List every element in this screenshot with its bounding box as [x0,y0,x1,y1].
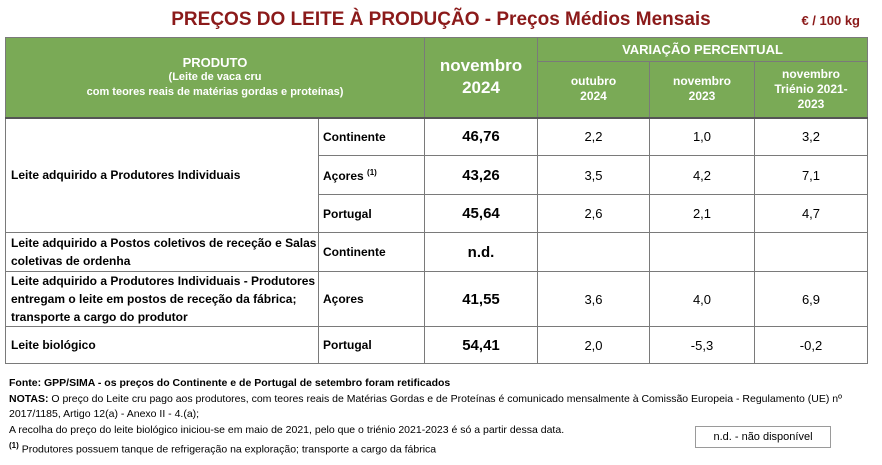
header-produto-sub1: (Leite de vaca cru [168,70,262,83]
variation-value [649,232,755,272]
variation-value: 3,5 [537,155,650,195]
product-label: Leite adquirido a Postos coletivos de re… [5,232,319,272]
header-month: novembro 2024 [424,37,538,118]
notes-line: NOTAS: O preço do Leite cru pago aos pro… [9,392,869,423]
table-row: Açores (1) 43,26 3,5 4,2 7,1 [6,155,868,195]
variation-value [754,232,868,272]
variation-value: -5,3 [649,326,755,364]
price-value: 45,64 [424,194,538,233]
price-value: 46,76 [424,116,538,156]
bio-note: A recolha do preço do leite biológico in… [9,423,565,436]
variation-value: 2,2 [537,116,650,156]
source-note: - os preços do Continente e de Portugal … [94,377,451,389]
header-col3-line3: 2023 [797,96,825,111]
nd-legend: n.d. - não disponível [695,426,831,448]
header-col2-line2: 2023 [688,89,716,104]
source-label: Fonte: GPP/SIMA [9,377,95,389]
header-produto-sub2: com teores reais de matérias gordas e pr… [86,85,344,98]
region-label: Açores (1) [318,155,425,195]
header-col-novembro: novembro 2023 [649,61,755,118]
header-produto: PRODUTO (Leite de vaca cru com teores re… [5,37,425,118]
price-table: PRODUTO (Leite de vaca cru com teores re… [5,37,868,364]
variation-value: 4,2 [649,155,755,195]
header-variation: VARIAÇÃO PERCENTUAL [537,37,868,62]
header-col-trienio: novembro Triénio 2021- 2023 [754,61,868,118]
variation-value: 6,9 [754,271,868,327]
source-line: Fonte: GPP/SIMA - os preços do Continent… [9,376,869,392]
table-row: Leite biológico Portugal 54,41 2,0 -5,3 … [5,326,868,364]
price-value: 41,55 [424,271,538,327]
region-label: Continente [318,232,425,272]
variation-value: 2,0 [537,326,650,364]
notes-label: NOTAS: [9,392,49,405]
header-col1-line1: outubro [570,74,617,89]
product-label: Leite adquirido a Produtores Individuais [5,116,319,233]
table-row: Portugal 45,64 2,6 2,1 4,7 [6,194,868,233]
variation-value: 4,7 [754,194,868,233]
header-col3-line1: novembro [781,66,840,81]
variation-value: 7,1 [754,155,868,195]
header-month-line1: novembro [439,56,523,76]
footnote-marker: (1) [367,167,377,177]
product-label: Leite biológico [5,326,319,364]
region-label: Continente [318,116,425,156]
region-label: Açores [318,271,425,327]
header-produto-title: PRODUTO [182,54,248,70]
footnote-mark: (1) [9,441,19,450]
price-value: 54,41 [424,326,538,364]
notes-text: O preço do Leite cru pago aos produtores… [9,392,842,421]
variation-value: 2,1 [649,194,755,233]
variation-value: 2,6 [537,194,650,233]
table-row: Leite adquirido a Produtores Individuais… [5,271,868,327]
product-label: Leite adquirido a Produtores Individuais… [5,271,319,327]
variation-value: -0,2 [754,326,868,364]
region-label: Portugal [318,194,425,233]
region-label-text: Açores [323,168,364,183]
header-month-line2: 2024 [462,78,500,98]
page-title: PREÇOS DO LEITE À PRODUÇÃO - Preços Médi… [171,9,711,30]
header-col3-line2: Triénio 2021- [774,81,848,96]
price-value: 43,26 [424,155,538,195]
variation-value [537,232,650,272]
table-row: Leite adquirido a Produtores Individuais… [5,116,868,233]
footnote-line: (1) Produtores possuem tanque de refrige… [9,438,869,458]
variation-value: 3,6 [537,271,650,327]
table-row: Leite adquirido a Postos coletivos de re… [5,232,868,272]
header-col-outubro: outubro 2024 [537,61,650,118]
variation-value: 1,0 [649,116,755,156]
price-value: n.d. [424,232,538,272]
footnote-text: Produtores possuem tanque de refrigeraçã… [18,443,437,456]
header-col2-line1: novembro [672,74,731,89]
notes-block: Fonte: GPP/SIMA - os preços do Continent… [9,376,869,458]
unit-label: € / 100 kg [801,13,860,28]
variation-value: 4,0 [649,271,755,327]
header-col1-line2: 2024 [580,89,607,104]
variation-value: 3,2 [754,116,868,156]
region-label: Portugal [318,326,425,364]
